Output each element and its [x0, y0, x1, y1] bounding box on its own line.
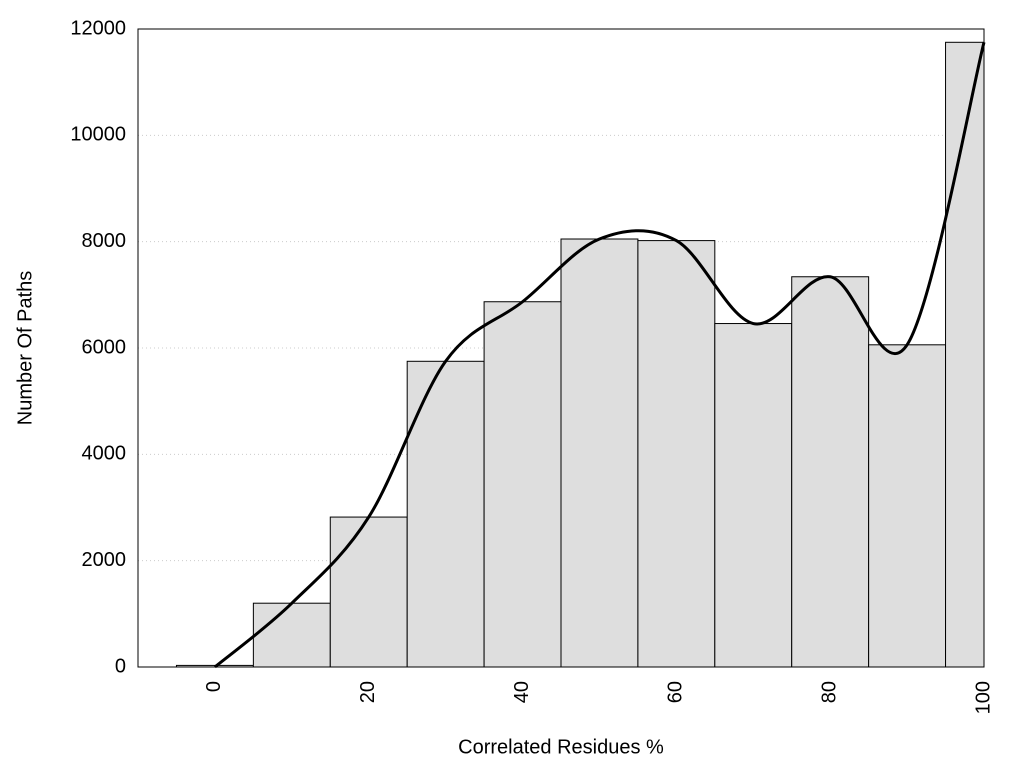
y-tick-label: 2000 [82, 549, 127, 571]
bar [791, 276, 870, 668]
y-tick-label: 6000 [82, 336, 127, 358]
y-axis-label: Number Of Paths [14, 271, 36, 426]
y-tick-label: 10000 [70, 124, 126, 146]
bar [560, 238, 639, 668]
bar [714, 323, 793, 668]
plot-frame [137, 28, 985, 668]
bar [329, 516, 408, 668]
x-tick-label: 60 [665, 681, 687, 703]
bar [406, 360, 485, 668]
x-tick-label: 40 [511, 681, 533, 703]
x-tick-label: 80 [818, 681, 840, 703]
bar [945, 41, 985, 668]
bar [637, 240, 716, 668]
x-tick-label: 20 [357, 681, 379, 703]
bar [252, 602, 331, 668]
bar [483, 301, 562, 668]
density-curve [213, 41, 986, 669]
bar [868, 344, 947, 668]
y-tick-label: 0 [115, 655, 126, 677]
x-tick-label: 100 [972, 681, 994, 714]
x-tick-label: 0 [203, 681, 225, 692]
y-tick-label: 8000 [82, 230, 127, 252]
x-axis-label: Correlated Residues % [458, 736, 664, 758]
y-tick-label: 4000 [82, 443, 127, 465]
y-tick-label: 12000 [70, 17, 126, 39]
